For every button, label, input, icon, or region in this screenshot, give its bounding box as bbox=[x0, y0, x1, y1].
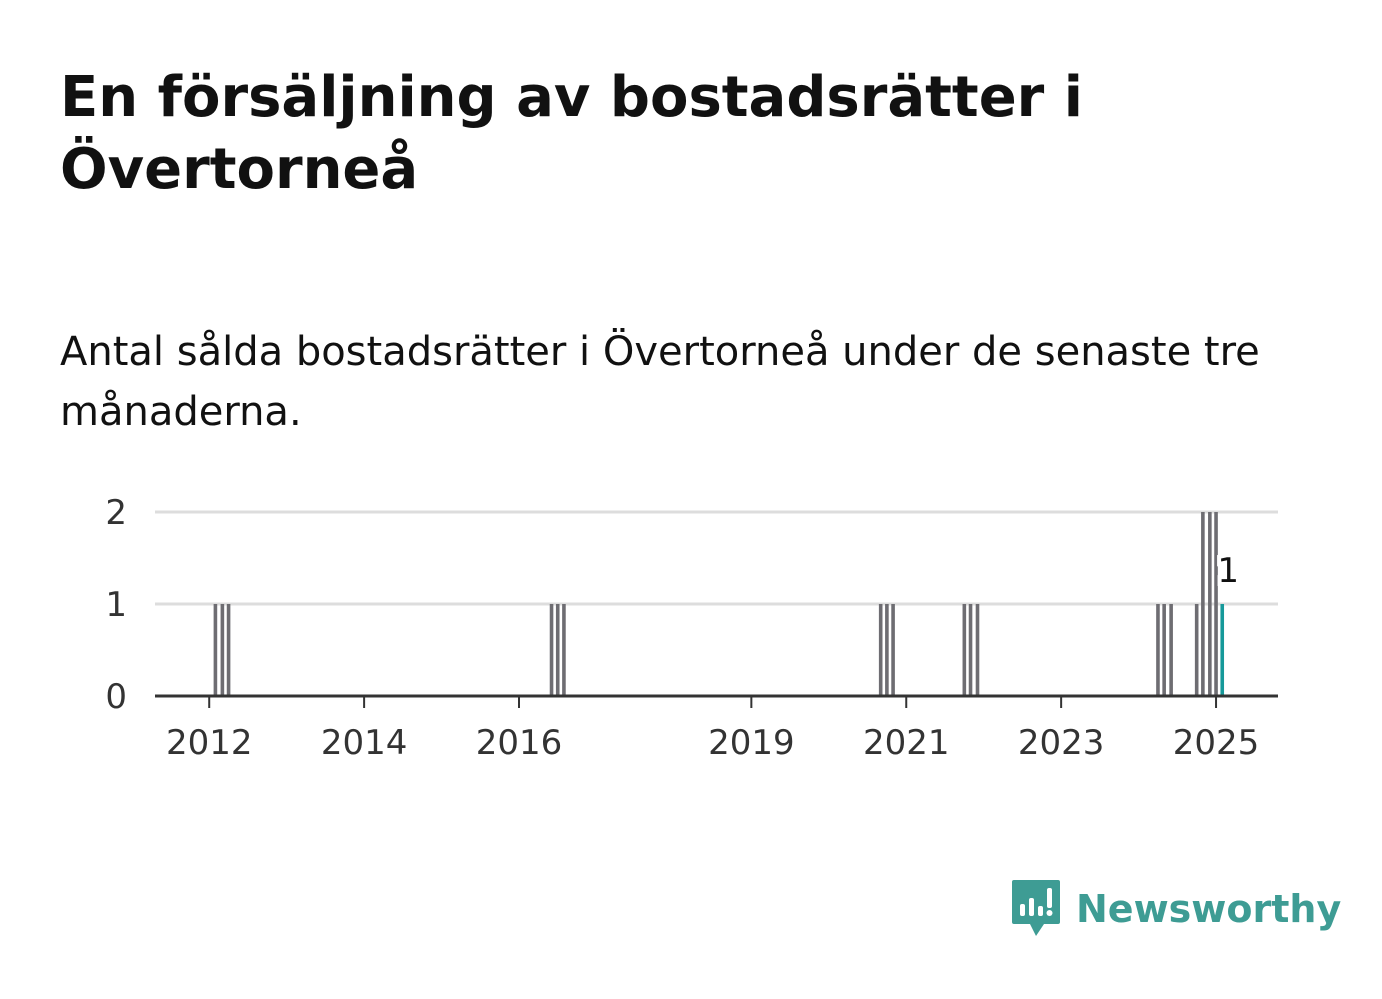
newsworthy-logo-icon bbox=[1012, 880, 1060, 936]
newsworthy-logo: Newsworthy bbox=[1010, 878, 1341, 940]
bar bbox=[885, 604, 889, 696]
bar bbox=[1156, 604, 1160, 696]
bar bbox=[1201, 512, 1205, 696]
bar bbox=[962, 604, 967, 696]
bar bbox=[1194, 604, 1199, 696]
x-tick-label: 2023 bbox=[1018, 723, 1105, 763]
bar-chart: 0 1 2 1 2012 2014 2016 2019 2021 2023 2025 bbox=[105, 493, 1278, 763]
bar bbox=[975, 604, 980, 696]
bar bbox=[891, 604, 895, 696]
bar bbox=[1208, 512, 1212, 696]
bar bbox=[226, 604, 231, 696]
y-tick-label: 1 bbox=[105, 585, 127, 625]
x-tick-label: 2025 bbox=[1173, 723, 1260, 763]
bar bbox=[213, 604, 218, 696]
brand-name: Newsworthy bbox=[1076, 887, 1342, 931]
x-tick-label: 2012 bbox=[166, 723, 253, 763]
bar bbox=[555, 604, 560, 696]
bar bbox=[220, 604, 225, 696]
chart-title: En försäljning av bostadsrätter i Överto… bbox=[60, 65, 1083, 202]
bar bbox=[549, 604, 554, 696]
x-tick-label: 2019 bbox=[708, 723, 795, 763]
bar-highlight bbox=[1220, 604, 1225, 696]
bar bbox=[562, 604, 566, 696]
bar bbox=[1169, 604, 1173, 696]
bar bbox=[1214, 512, 1218, 696]
data-label: 1 bbox=[1217, 551, 1239, 591]
chart-subtitle: Antal sålda bostadsrätter i Övertorneå u… bbox=[60, 329, 1260, 435]
y-tick-label: 2 bbox=[105, 493, 127, 533]
y-tick-label: 0 bbox=[105, 677, 127, 717]
bar bbox=[968, 604, 973, 696]
bar bbox=[1162, 604, 1166, 696]
bar bbox=[878, 604, 883, 696]
x-tick-label: 2016 bbox=[476, 723, 563, 763]
x-tick-label: 2014 bbox=[321, 723, 408, 763]
x-tick-label: 2021 bbox=[863, 723, 950, 763]
